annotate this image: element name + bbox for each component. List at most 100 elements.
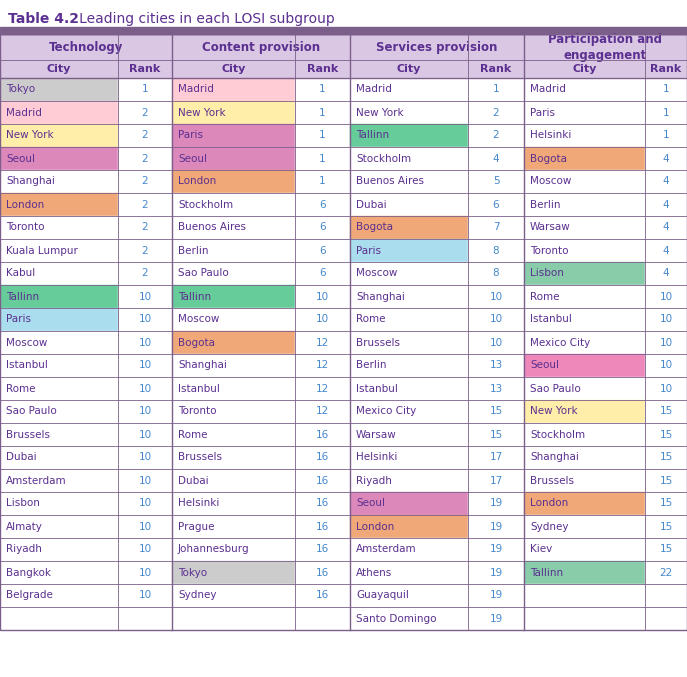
Bar: [295, 308, 350, 331]
Text: Moscow: Moscow: [178, 315, 219, 324]
Text: Almaty: Almaty: [6, 521, 43, 531]
Text: 10: 10: [139, 475, 152, 485]
Text: Stockholm: Stockholm: [178, 200, 233, 209]
Bar: [524, 469, 645, 492]
Bar: [0, 446, 118, 469]
Text: Madrid: Madrid: [6, 108, 42, 118]
Bar: [524, 400, 645, 423]
Bar: [350, 561, 468, 584]
Bar: [524, 124, 645, 147]
Text: Sao Paulo: Sao Paulo: [530, 383, 581, 393]
Bar: [295, 607, 350, 630]
Bar: [118, 101, 172, 124]
Bar: [0, 561, 118, 584]
Bar: [350, 400, 468, 423]
Bar: [468, 147, 524, 170]
Text: 2: 2: [142, 223, 148, 232]
Bar: [524, 216, 645, 239]
Text: 4: 4: [663, 223, 669, 232]
Bar: [295, 216, 350, 239]
Bar: [468, 101, 524, 124]
Bar: [118, 469, 172, 492]
Text: 15: 15: [489, 429, 503, 439]
Text: Rome: Rome: [6, 383, 36, 393]
Bar: [118, 607, 172, 630]
Bar: [172, 331, 295, 354]
Bar: [118, 239, 172, 262]
Bar: [118, 147, 172, 170]
Text: 10: 10: [660, 338, 673, 347]
Text: Technology: Technology: [49, 41, 123, 53]
Bar: [468, 400, 524, 423]
Text: Rank: Rank: [480, 64, 512, 74]
Text: 2: 2: [142, 177, 148, 186]
Text: Kuala Lumpur: Kuala Lumpur: [6, 246, 78, 255]
Text: Leading cities in each LOSI subgroup: Leading cities in each LOSI subgroup: [66, 12, 335, 26]
Bar: [295, 515, 350, 538]
Bar: [172, 308, 295, 331]
Text: 1: 1: [663, 131, 669, 141]
Bar: [468, 308, 524, 331]
Text: 10: 10: [660, 315, 673, 324]
Text: Toronto: Toronto: [530, 246, 569, 255]
Bar: [172, 607, 295, 630]
Bar: [118, 216, 172, 239]
Text: 4: 4: [663, 200, 669, 209]
Text: Brussels: Brussels: [178, 452, 222, 462]
Text: 16: 16: [316, 452, 329, 462]
Text: Seoul: Seoul: [6, 154, 35, 164]
Bar: [0, 308, 118, 331]
Text: Rome: Rome: [178, 429, 207, 439]
Text: Riyadh: Riyadh: [6, 544, 42, 554]
Text: 10: 10: [139, 338, 152, 347]
Bar: [172, 239, 295, 262]
Bar: [0, 354, 118, 377]
Text: 16: 16: [316, 590, 329, 600]
Text: Moscow: Moscow: [356, 269, 397, 278]
Bar: [0, 78, 118, 101]
Bar: [468, 492, 524, 515]
Text: 1: 1: [663, 85, 669, 95]
Bar: [645, 147, 687, 170]
Bar: [172, 515, 295, 538]
Text: Kabul: Kabul: [6, 269, 35, 278]
Text: 1: 1: [319, 154, 326, 164]
Text: 17: 17: [489, 475, 503, 485]
Text: 4: 4: [493, 154, 499, 164]
Bar: [350, 607, 468, 630]
Bar: [645, 216, 687, 239]
Text: Dubai: Dubai: [356, 200, 387, 209]
Bar: [350, 584, 468, 607]
Text: Tokyo: Tokyo: [6, 85, 35, 95]
Bar: [645, 423, 687, 446]
Text: London: London: [178, 177, 216, 186]
Text: 16: 16: [316, 498, 329, 508]
Bar: [350, 216, 468, 239]
Text: 10: 10: [660, 360, 673, 370]
Bar: [0, 262, 118, 285]
Bar: [524, 170, 645, 193]
Bar: [0, 101, 118, 124]
Text: Guayaquil: Guayaquil: [356, 590, 409, 600]
Bar: [295, 423, 350, 446]
Text: 15: 15: [660, 475, 673, 485]
Text: 10: 10: [489, 292, 503, 301]
Text: 1: 1: [319, 177, 326, 186]
Text: Rank: Rank: [129, 64, 161, 74]
Text: Istanbul: Istanbul: [356, 383, 398, 393]
Text: Helsinki: Helsinki: [530, 131, 572, 141]
Text: 15: 15: [660, 544, 673, 554]
Text: 13: 13: [489, 360, 503, 370]
Text: Toronto: Toronto: [6, 223, 45, 232]
Text: New York: New York: [530, 406, 578, 416]
Text: Content provision: Content provision: [202, 41, 320, 53]
Text: 8: 8: [493, 246, 499, 255]
Bar: [524, 262, 645, 285]
Bar: [350, 285, 468, 308]
Text: Mexico City: Mexico City: [356, 406, 416, 416]
Text: 10: 10: [139, 383, 152, 393]
Text: 19: 19: [489, 521, 503, 531]
Bar: [645, 308, 687, 331]
Bar: [524, 515, 645, 538]
Text: 6: 6: [319, 269, 326, 278]
